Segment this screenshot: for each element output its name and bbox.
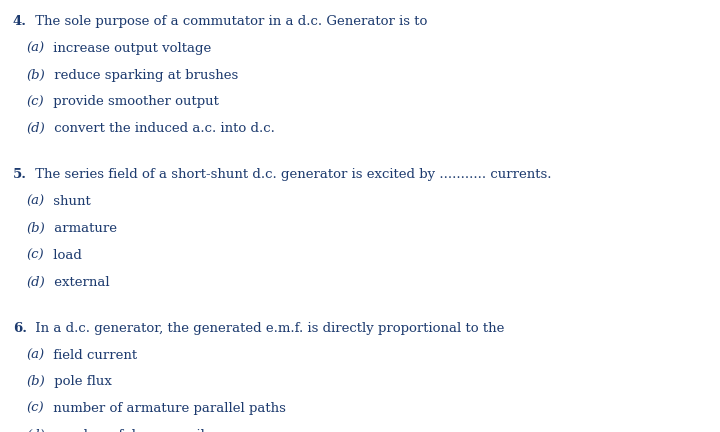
Text: pole flux: pole flux bbox=[50, 375, 112, 388]
Text: (b): (b) bbox=[26, 69, 45, 82]
Text: (c): (c) bbox=[26, 249, 43, 262]
Text: (d): (d) bbox=[26, 122, 45, 135]
Text: provide smoother output: provide smoother output bbox=[49, 95, 219, 108]
Text: number of armature parallel paths: number of armature parallel paths bbox=[49, 402, 286, 415]
Text: reduce sparking at brushes: reduce sparking at brushes bbox=[50, 69, 238, 82]
Text: In a d.c. generator, the generated e.m.f. is directly proportional to the: In a d.c. generator, the generated e.m.f… bbox=[31, 322, 505, 335]
Text: The series field of a short-shunt d.c. generator is excited by ........... curre: The series field of a short-shunt d.c. g… bbox=[31, 168, 552, 181]
Text: (d): (d) bbox=[26, 429, 45, 432]
Text: 4.: 4. bbox=[13, 15, 27, 28]
Text: (b): (b) bbox=[26, 222, 45, 235]
Text: field current: field current bbox=[49, 349, 138, 362]
Text: (c): (c) bbox=[26, 402, 43, 415]
Text: number of dummy coils: number of dummy coils bbox=[50, 429, 212, 432]
Text: (b): (b) bbox=[26, 375, 45, 388]
Text: (a): (a) bbox=[26, 195, 44, 208]
Text: 5.: 5. bbox=[13, 168, 27, 181]
Text: convert the induced a.c. into d.c.: convert the induced a.c. into d.c. bbox=[50, 122, 275, 135]
Text: (a): (a) bbox=[26, 42, 44, 55]
Text: armature: armature bbox=[50, 222, 117, 235]
Text: 6.: 6. bbox=[13, 322, 27, 335]
Text: (d): (d) bbox=[26, 276, 45, 289]
Text: external: external bbox=[50, 276, 109, 289]
Text: (a): (a) bbox=[26, 349, 44, 362]
Text: increase output voltage: increase output voltage bbox=[49, 42, 212, 55]
Text: The sole purpose of a commutator in a d.c. Generator is to: The sole purpose of a commutator in a d.… bbox=[31, 15, 428, 28]
Text: (c): (c) bbox=[26, 95, 43, 108]
Text: load: load bbox=[49, 249, 81, 262]
Text: shunt: shunt bbox=[49, 195, 91, 208]
